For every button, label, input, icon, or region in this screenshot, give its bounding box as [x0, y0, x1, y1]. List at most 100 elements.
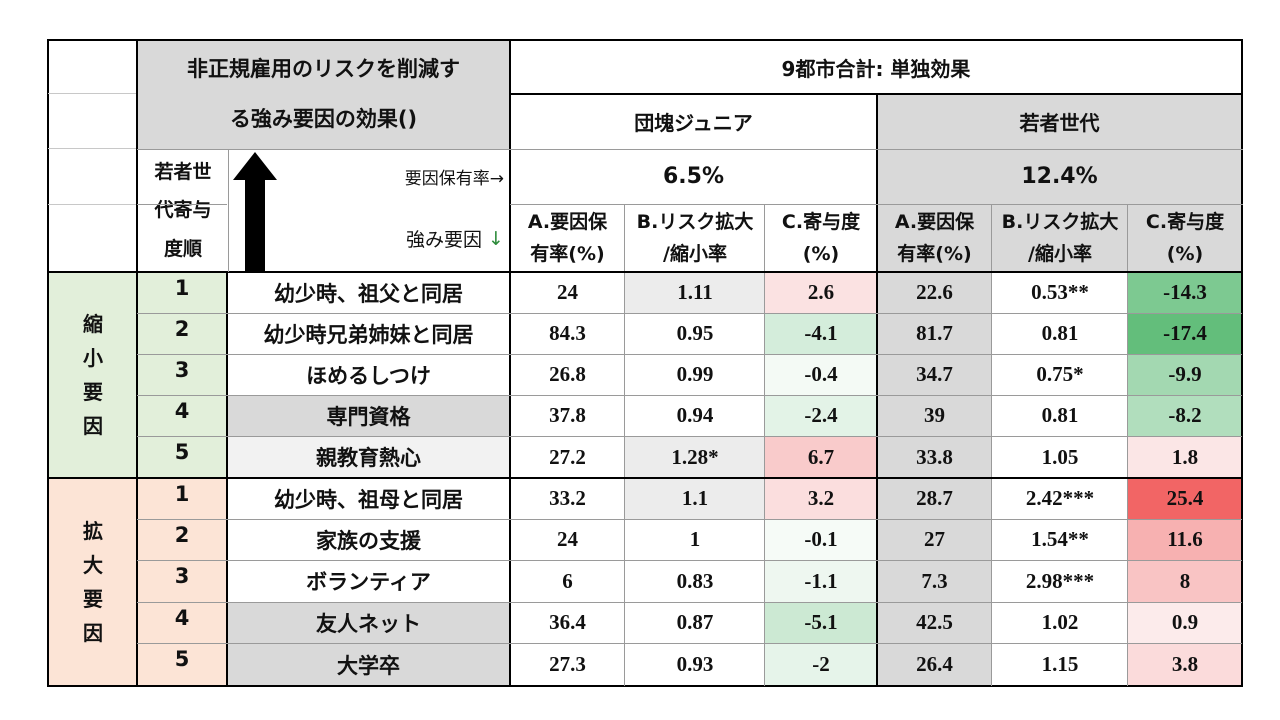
grid-line	[1127, 204, 1128, 686]
grid-line	[137, 313, 1242, 314]
grid-line	[137, 602, 1242, 603]
grid-line	[137, 643, 1242, 644]
expand-char-2: 大	[83, 553, 103, 577]
expand-rank-bg	[137, 478, 227, 686]
value-cell-b1: 0.83	[676, 568, 714, 593]
value-cell-a1: 84.3	[549, 321, 586, 345]
value-cell-b2: 1.54**	[1031, 527, 1089, 551]
cell-bg	[877, 272, 992, 313]
cell-bg	[625, 602, 765, 643]
rank-cell: 5	[174, 440, 190, 464]
cell-bg	[765, 395, 877, 436]
cell-bg	[877, 313, 992, 354]
factor-name-cell: 家族の支援	[316, 528, 421, 553]
cell-bg	[625, 272, 765, 313]
cell-bg	[227, 436, 510, 478]
factor-name-cell: 幼少時、祖父と同居	[274, 281, 463, 306]
group-youth: 若者世代	[1019, 111, 1100, 135]
expand-char-4: 因	[83, 621, 103, 645]
col-a-header-line1: A.要因保	[894, 211, 975, 233]
col-b-header-line2: /縮小率	[663, 243, 727, 265]
value-cell-c1: 6.7	[807, 444, 835, 469]
value-cell-c2: 25.4	[1166, 486, 1204, 510]
cell-bg	[227, 272, 510, 313]
rank-cell: 4	[174, 606, 190, 630]
grid-line	[47, 39, 1243, 41]
expand-char-3: 要	[83, 587, 103, 611]
rank-cell: 3	[174, 358, 190, 382]
value-cell-c2: -17.4	[1163, 321, 1207, 345]
value-cell-a1: 6	[562, 568, 573, 593]
expand-char-1: 拡	[83, 519, 103, 543]
cell-bg	[1128, 602, 1242, 643]
grid-line	[137, 204, 227, 205]
cell-bg	[765, 602, 877, 643]
col-a-header-line2: 有率(%)	[897, 243, 972, 265]
value-cell-c1: -2.4	[804, 403, 838, 427]
cell-bg	[877, 519, 992, 560]
cell-bg	[625, 313, 765, 354]
value-cell-c2: 11.6	[1167, 527, 1203, 551]
value-cell-b2: 0.53**	[1031, 280, 1089, 304]
value-cell-a1: 27.2	[549, 444, 586, 469]
value-cell-c2: -14.3	[1163, 280, 1207, 304]
rank-cell: 1	[174, 276, 190, 300]
value-cell-c2: -8.2	[1168, 403, 1202, 427]
cell-bg	[1128, 313, 1242, 354]
grid-line	[137, 395, 1242, 396]
grid-line	[47, 685, 1243, 687]
group1-rate: 6.5%	[662, 163, 724, 189]
value-cell-b2: 1.15	[1041, 652, 1079, 676]
group-dankai-junior: 団塊ジュニア	[634, 111, 753, 135]
cell-bg	[877, 643, 992, 686]
value-cell-b1: 0.95	[676, 321, 714, 345]
grid-line	[47, 39, 49, 687]
reduce-char-1: 縮	[83, 312, 103, 336]
grid-line	[137, 149, 1243, 150]
cell-bg	[877, 560, 992, 602]
value-cell-a2: 7.3	[921, 568, 948, 593]
cell-bg	[877, 395, 992, 436]
strength-label: 強み要因	[405, 229, 482, 251]
grid-line	[510, 204, 1243, 205]
col-a-header-g1: A.要因保 有率(%)	[510, 204, 625, 272]
value-cell-c1: -1.1	[804, 568, 838, 593]
cell-bg	[227, 313, 510, 354]
cell-bg	[877, 436, 992, 478]
value-cell-a2: 27	[924, 527, 945, 551]
cell-bg	[227, 519, 510, 560]
value-cell-c2: 0.9	[1171, 610, 1199, 634]
rank-cell: 1	[174, 482, 190, 506]
grid-line	[48, 148, 136, 149]
title-line-2: る強み要因の効果()	[229, 107, 418, 131]
reduce-section-bg	[49, 272, 137, 478]
col-b-header-g2: B.リスク拡大 /縮小率	[992, 204, 1128, 272]
reduce-rank-bg	[137, 272, 227, 478]
youth-header-bg	[877, 94, 1242, 272]
prevalence-label: 要因保有率→	[404, 168, 504, 189]
value-cell-c1: -5.1	[804, 610, 838, 634]
grid-line	[876, 94, 878, 687]
cell-bg	[227, 478, 510, 519]
reduce-char-3: 要	[83, 380, 103, 404]
title-line-1: 非正規雇用のリスクを削減す	[187, 57, 460, 81]
cell-bg	[765, 272, 877, 313]
cell-bg	[227, 354, 510, 395]
cell-bg	[1128, 395, 1242, 436]
value-cell-a1: 36.4	[549, 610, 586, 634]
rank-cell: 4	[174, 399, 190, 423]
value-cell-c2: 8	[1179, 568, 1191, 593]
value-cell-b1: 1.11	[677, 280, 713, 304]
col-a-header-line2: 有率(%)	[530, 243, 605, 265]
value-cell-c2: -9.9	[1168, 362, 1202, 386]
expand-section-label: 拡 大 要 因	[49, 478, 137, 686]
col-b-header-line2: /縮小率	[1028, 243, 1092, 265]
cell-bg	[765, 354, 877, 395]
col-b-header-line1: B.リスク拡大	[636, 211, 754, 233]
col-c-header-line2: (%)	[802, 243, 840, 265]
value-cell-b2: 0.81	[1041, 403, 1079, 427]
value-cell-a1: 37.8	[549, 403, 586, 427]
grid-line	[1241, 39, 1243, 687]
value-cell-c1: -0.4	[804, 362, 838, 386]
col-b-header-line1: B.リスク拡大	[1001, 211, 1119, 233]
